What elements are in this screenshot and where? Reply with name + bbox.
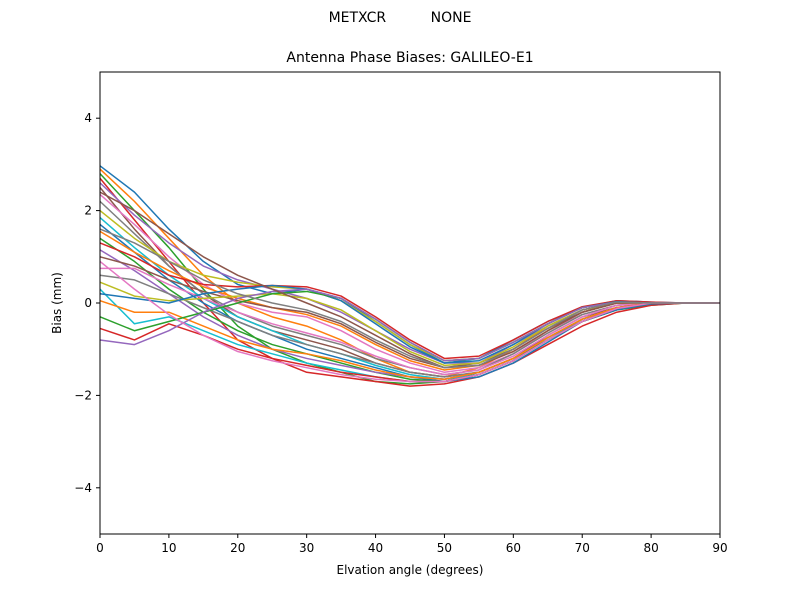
x-tick-label: 20 bbox=[230, 541, 245, 555]
series-line-22 bbox=[99, 299, 720, 380]
x-tick-label: 30 bbox=[299, 541, 314, 555]
series-line-2 bbox=[99, 168, 720, 378]
y-tick-label: −2 bbox=[74, 388, 92, 402]
y-tick-label: 4 bbox=[84, 111, 92, 125]
y-tick-label: 0 bbox=[84, 296, 92, 310]
axes-layer: 0 10 20 30 40 50 60 70 80 90 −4 −2 0 2 4 bbox=[74, 111, 727, 555]
series-layer bbox=[99, 165, 720, 387]
series-line-5 bbox=[99, 182, 720, 364]
series-line-7 bbox=[99, 193, 720, 374]
series-line-26 bbox=[99, 191, 720, 369]
x-tick-label: 60 bbox=[506, 541, 521, 555]
series-line-14 bbox=[99, 242, 720, 360]
x-tick-label: 50 bbox=[437, 541, 452, 555]
x-tick-label: 0 bbox=[96, 541, 104, 555]
x-tick-label: 80 bbox=[643, 541, 658, 555]
x-tick-label: 40 bbox=[368, 541, 383, 555]
figure-suptitle: METXCR NONE bbox=[328, 10, 472, 26]
series-line-3 bbox=[99, 173, 720, 385]
y-axis-label: Bias (mm) bbox=[50, 272, 64, 334]
y-tick-label: 2 bbox=[84, 204, 92, 218]
chart-title: Antenna Phase Biases: GALILEO-E1 bbox=[286, 50, 534, 66]
series-line-25 bbox=[99, 288, 720, 362]
x-tick-label: 10 bbox=[161, 541, 176, 555]
y-tick-label: −4 bbox=[74, 481, 92, 495]
x-tick-label: 70 bbox=[575, 541, 590, 555]
series-line-28 bbox=[99, 228, 720, 369]
series-line-27 bbox=[99, 260, 720, 383]
x-axis-label: Elvation angle (degrees) bbox=[337, 563, 484, 577]
x-tick-label: 90 bbox=[712, 541, 727, 555]
